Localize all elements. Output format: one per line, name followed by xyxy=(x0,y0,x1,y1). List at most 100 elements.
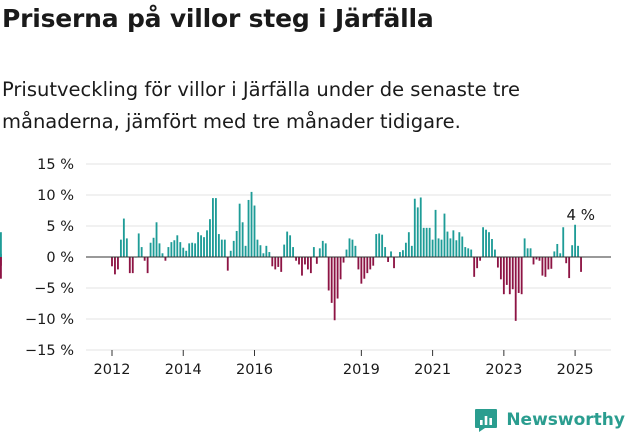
bar xyxy=(309,257,312,274)
bar xyxy=(375,234,378,257)
x-tick-label: 2014 xyxy=(165,362,202,378)
y-tick-label: 5 % xyxy=(46,219,74,235)
bar xyxy=(128,257,131,274)
bar xyxy=(262,253,265,257)
bar xyxy=(407,232,410,257)
bar xyxy=(491,239,493,257)
bar xyxy=(265,245,268,257)
bar xyxy=(0,232,2,257)
bar xyxy=(256,239,259,257)
bar xyxy=(473,257,476,277)
x-tick-label: 2016 xyxy=(236,362,273,378)
bar xyxy=(117,257,119,270)
bar xyxy=(122,218,125,257)
bar xyxy=(0,257,2,279)
bar xyxy=(378,233,381,257)
bar xyxy=(304,257,306,265)
bar xyxy=(185,250,188,257)
bar xyxy=(131,257,134,274)
bar xyxy=(404,242,407,257)
bar xyxy=(488,232,490,257)
bar xyxy=(476,257,479,269)
bar xyxy=(330,257,333,303)
bar xyxy=(244,245,247,257)
x-tick-label: 2025 xyxy=(557,362,594,378)
bar xyxy=(179,242,182,257)
bar xyxy=(203,237,205,257)
bar xyxy=(268,252,271,257)
bar xyxy=(535,257,538,260)
bar xyxy=(544,257,547,277)
bar xyxy=(532,257,535,265)
brand-logo[interactable]: Newsworthy xyxy=(473,407,625,433)
bar xyxy=(206,230,208,257)
y-tick-label: −10 % xyxy=(25,312,74,328)
bar xyxy=(399,252,401,257)
annotation-label: 4 % xyxy=(566,206,595,224)
bar xyxy=(125,238,128,257)
bar xyxy=(496,257,499,268)
y-tick-label: −5 % xyxy=(34,281,74,297)
bar xyxy=(298,257,300,265)
bar xyxy=(301,257,303,276)
bar xyxy=(161,253,164,257)
bar xyxy=(479,257,482,261)
bar xyxy=(517,257,520,293)
y-axis: 15 % 10 % 5 % 0 % −5 % −10 % −15 % xyxy=(25,157,74,359)
bar xyxy=(235,230,238,257)
bar xyxy=(137,233,140,257)
bar xyxy=(283,244,286,257)
bar xyxy=(505,257,508,285)
x-axis: 2012 2014 2016 2019 2021 2023 2025 xyxy=(86,349,611,378)
bar xyxy=(482,227,484,257)
bar xyxy=(431,239,434,257)
bar xyxy=(348,238,351,257)
bar xyxy=(464,247,467,257)
bar xyxy=(143,257,146,261)
bar xyxy=(167,247,170,257)
bar xyxy=(580,257,582,272)
y-tick-label: −15 % xyxy=(25,343,74,359)
bar xyxy=(339,257,342,280)
bar xyxy=(188,243,191,257)
bar xyxy=(238,203,241,257)
bar xyxy=(571,245,574,257)
bar xyxy=(446,231,449,257)
bar xyxy=(393,257,395,269)
bar xyxy=(307,257,309,270)
bar xyxy=(173,240,176,257)
bar xyxy=(286,231,289,257)
bar xyxy=(336,257,339,299)
bar xyxy=(556,243,559,257)
bar xyxy=(577,245,579,257)
bar xyxy=(182,247,185,257)
bar xyxy=(158,243,161,257)
bar xyxy=(292,247,294,257)
bar xyxy=(200,235,202,257)
bar xyxy=(253,205,256,257)
bar xyxy=(324,243,327,257)
page-title: Priserna på villor steg i Järfälla xyxy=(2,4,434,33)
bar xyxy=(485,229,487,257)
bar xyxy=(212,198,214,257)
bar xyxy=(191,242,194,257)
bar xyxy=(499,257,502,280)
bar xyxy=(550,257,553,269)
x-tick-label: 2012 xyxy=(94,362,131,378)
bar-chart: 15 %10 %5 %0 %−5 %−10 %−15 % 2012 2014 201… xyxy=(0,157,611,378)
bar xyxy=(351,239,354,257)
bar xyxy=(470,249,473,257)
bar xyxy=(0,257,2,266)
bar xyxy=(114,257,116,275)
bar xyxy=(247,199,250,257)
bar xyxy=(271,257,274,267)
bar xyxy=(455,240,458,257)
bar xyxy=(449,238,452,257)
bar xyxy=(553,251,556,257)
bar xyxy=(568,257,571,279)
bar xyxy=(547,257,550,270)
bar xyxy=(422,227,425,257)
bar xyxy=(458,232,461,257)
bar xyxy=(416,207,419,257)
bar xyxy=(354,245,357,257)
